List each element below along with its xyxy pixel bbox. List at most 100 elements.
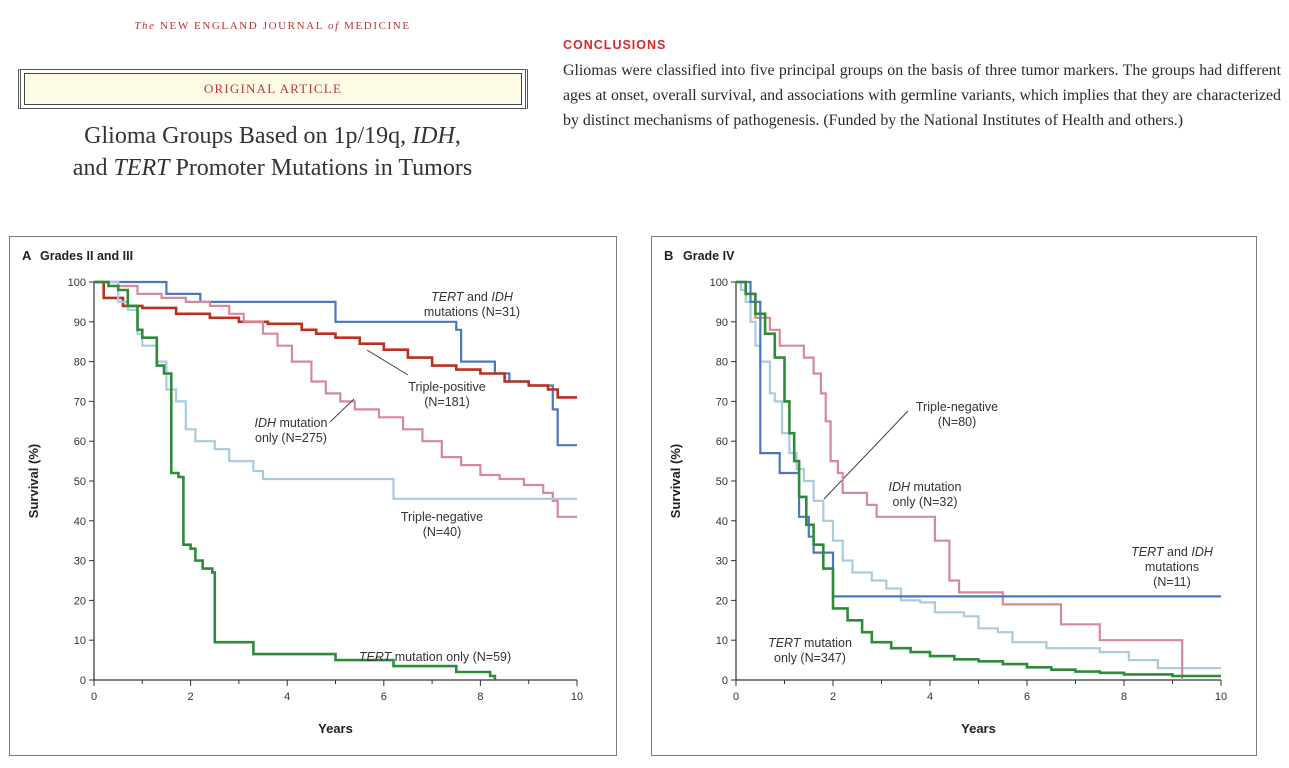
x-tick-label: 0 [91,691,97,703]
panel-title: Grades II and III [40,249,133,263]
series-label-green-text: TERT [768,636,802,650]
label-leader-line [366,349,409,376]
y-tick-label: 50 [74,476,86,488]
series-line-green [94,280,497,680]
y-axis-label: Survival (%) [668,444,683,518]
x-tick-label: 2 [188,691,194,703]
title-part: and [72,155,114,181]
series-label-pink-text: IDH [255,416,278,430]
series-line-pink [94,280,577,518]
y-tick-label: 100 [710,277,728,289]
title-part: TERT [113,155,170,181]
chart-b-svg: B Grade IV 0 10 20 30 40 50 60 70 80 90 100 0 2 4 6 8 10 Ye… [664,248,1227,736]
series-label-blue-text: (N=11) [1153,575,1191,589]
article-type-box: ORIGINAL ARTICLE [18,69,528,109]
y-tick-label: 50 [716,476,728,488]
series-label-blue-text: TERT [1131,545,1165,559]
series-label-green: TERT mutation only (N=347) [768,636,852,665]
series-label-blue-text: IDH [1191,545,1214,559]
series-label-blue-text: mutations (N=31) [424,305,520,319]
title-part: Promoter Mutations in Tumors [169,155,473,181]
series-label-lightblue: Triple-negative (N=40) [401,510,483,539]
y-tick-label: 70 [74,396,86,408]
series-label-blue: TERT and IDH mutations (N=31) [424,290,520,319]
series-label-green: TERT mutation only (N=59) [359,650,511,664]
y-tick-label: 20 [74,595,86,607]
series-label-pink-text: mutation [276,416,327,430]
series-label-lightblue-text: (N=80) [938,415,977,429]
series-label-blue-text: and [1164,545,1192,559]
x-axis-label: Years [318,721,353,736]
label-leader-line [823,410,909,500]
series-label-green-text: only (N=347) [774,651,846,665]
x-tick-label: 6 [1024,691,1030,703]
y-tick-label: 30 [716,556,728,568]
y-tick-label: 90 [716,317,728,329]
series-line-pink [736,280,1184,680]
article-title: Glioma Groups Based on 1p/19q, IDH, and … [0,120,545,184]
series-line-red [94,280,577,399]
journal-name: NEW ENGLAND JOURNAL [160,20,324,32]
x-tick-label: 4 [927,691,933,703]
series-label-pink: IDH mutation only (N=32) [889,480,962,509]
series-label-green-text: TERT [359,650,393,664]
x-tick-label: 4 [284,691,290,703]
title-line-1: Glioma Groups Based on 1p/19q, IDH, [0,120,545,152]
series-label-pink-text: only (N=275) [255,431,327,445]
panel-letter: A [22,248,32,263]
series-line-lightblue [94,280,577,500]
series-label-blue: TERT and IDH mutations (N=11) [1131,545,1214,589]
y-tick-label: 0 [722,675,728,687]
y-tick-label: 40 [716,516,728,528]
x-tick-label: 8 [1121,691,1127,703]
y-tick-label: 10 [716,635,728,647]
y-tick-label: 60 [716,436,728,448]
series-label-lightblue-text: (N=40) [423,525,462,539]
x-tick-label: 8 [477,691,483,703]
journal-name-end: MEDICINE [344,20,411,32]
journal-masthead: The NEW ENGLAND JOURNAL of MEDICINE [0,20,545,32]
y-tick-label: 100 [68,277,86,289]
journal-prefix: The [134,20,156,32]
series-line-green [736,280,1221,678]
series-label-green-text: mutation only (N=59) [391,650,511,664]
journal-of: of [327,20,340,32]
x-tick-label: 6 [381,691,387,703]
series-label-lightblue: Triple-negative (N=80) [916,400,998,429]
series-label-red-text: Triple-positive [408,380,485,394]
y-tick-label: 80 [716,357,728,369]
y-tick-label: 10 [74,635,86,647]
y-tick-label: 20 [716,595,728,607]
series-label-red-text: (N=181) [424,395,470,409]
x-axis-label: Years [961,721,996,736]
x-tick-label: 10 [571,691,583,703]
y-tick-label: 70 [716,396,728,408]
series-label-pink: IDH mutation only (N=275) [255,416,328,445]
series-label-pink-text: only (N=32) [893,495,958,509]
y-tick-label: 30 [74,556,86,568]
series-label-blue-text: mutations [1145,560,1199,574]
y-tick-label: 40 [74,516,86,528]
chart-panel-b: B Grade IV 0 10 20 30 40 50 60 70 80 90 100 0 2 4 6 8 10 Ye… [651,236,1257,756]
series-label-blue-text: and [464,290,492,304]
article-type-label: ORIGINAL ARTICLE [24,73,522,105]
y-tick-label: 60 [74,436,86,448]
y-axis-label: Survival (%) [26,444,41,518]
conclusions-text: Gliomas were classified into five princi… [563,62,1281,129]
x-tick-label: 0 [733,691,739,703]
y-tick-label: 0 [80,675,86,687]
y-tick-label: 90 [74,317,86,329]
title-line-2: and TERT Promoter Mutations in Tumors [0,152,545,184]
chart-panel-a: A Grades II and III 0 10 20 30 40 50 60 70 80 90 100… [9,236,617,756]
label-leader-line [329,398,355,423]
series-label-pink-text: mutation [910,480,961,494]
series-label-lightblue-text: Triple-negative [916,400,998,414]
chart-a-svg: A Grades II and III0102030405060708090100… [22,248,583,736]
x-tick-label: 10 [1215,691,1227,703]
conclusions-heading: CONCLUSIONS [563,38,667,52]
series-label-green-text: mutation [801,636,852,650]
series-label-lightblue-text: Triple-negative [401,510,483,524]
series-line-lightblue [736,280,1221,670]
series-label-blue-text: IDH [491,290,514,304]
series-label-blue-text: TERT [431,290,465,304]
